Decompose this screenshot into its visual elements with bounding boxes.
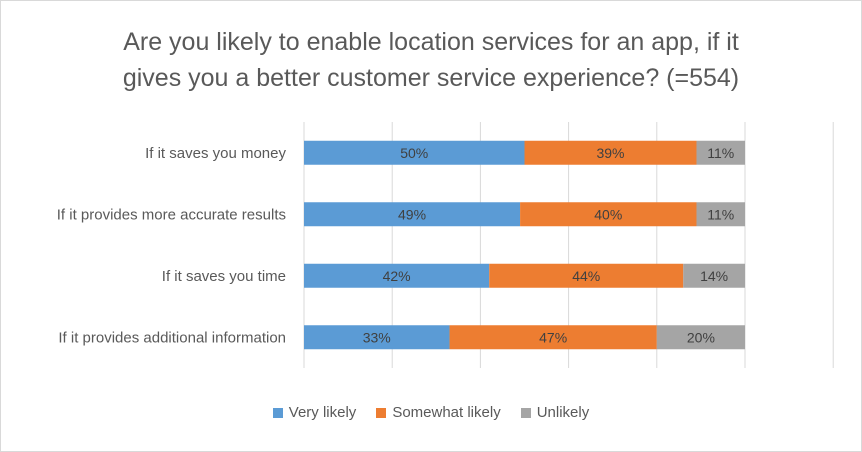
legend-label-somewhat-likely: Somewhat likely [392, 404, 501, 421]
bar-unlikely-2 [696, 202, 745, 227]
category-label-4: If it provides additional information [58, 329, 286, 346]
bar-unlikely-1 [696, 140, 745, 165]
legend-item-very-likely: Very likely [272, 404, 357, 421]
bar-very-likely-3 [304, 263, 490, 288]
legend-item-unlikely: Unlikely [520, 404, 590, 421]
data-label-very-likely-3: 42% [383, 268, 411, 284]
chart-title: Are you likely to enable location servic… [0, 24, 862, 96]
data-label-very-likely-1: 50% [400, 145, 428, 161]
data-label-somewhat-likely-3: 44% [572, 268, 600, 284]
data-label-unlikely-4: 20% [687, 329, 715, 345]
bar-unlikely-4 [656, 325, 745, 350]
bar-somewhat-likely-1 [524, 140, 697, 165]
data-label-unlikely-1: 11% [707, 145, 734, 161]
category-label-2: If it provides more accurate results [57, 206, 286, 223]
chart-legend: Very likely Somewhat likely Unlikely [0, 404, 862, 421]
bar-very-likely-4 [304, 325, 450, 350]
legend-swatch-somewhat-likely [376, 407, 387, 418]
legend-swatch-unlikely [520, 407, 531, 418]
bar-very-likely-1 [304, 140, 525, 165]
category-label-1: If it saves you money [145, 145, 286, 162]
legend-swatch-very-likely [272, 407, 283, 418]
bar-very-likely-2 [304, 202, 521, 227]
bar-unlikely-3 [683, 263, 745, 288]
category-label-3: If it saves you time [162, 268, 286, 285]
data-label-somewhat-likely-2: 40% [594, 206, 622, 222]
bar-somewhat-likely-2 [520, 202, 697, 227]
data-label-very-likely-4: 33% [363, 329, 391, 345]
legend-label-very-likely: Very likely [288, 404, 357, 421]
data-label-unlikely-2: 11% [707, 206, 734, 222]
data-label-unlikely-3: 14% [700, 268, 728, 284]
data-label-somewhat-likely-1: 39% [596, 145, 624, 161]
legend-item-somewhat-likely: Somewhat likely [376, 404, 501, 421]
data-label-somewhat-likely-4: 47% [539, 329, 567, 345]
data-label-very-likely-2: 49% [398, 206, 426, 222]
chart-title-line-1: Are you likely to enable location servic… [123, 28, 739, 56]
legend-label-unlikely: Unlikely [536, 404, 590, 421]
chart-title-line-2: gives you a better customer service expe… [122, 64, 740, 92]
bar-somewhat-likely-3 [489, 263, 684, 288]
bar-somewhat-likely-4 [449, 325, 657, 350]
